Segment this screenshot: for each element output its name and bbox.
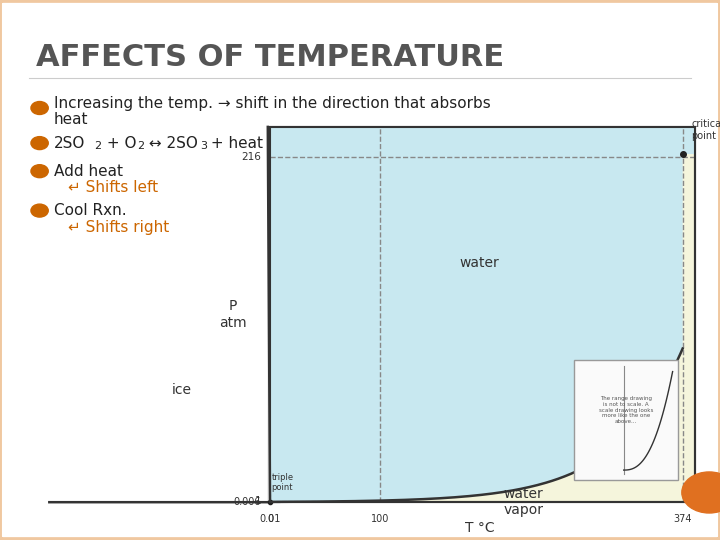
Text: + heat: + heat — [206, 136, 263, 151]
Text: + O: + O — [102, 136, 136, 151]
Text: T °C: T °C — [465, 521, 495, 535]
Text: The range drawing
is not to scale. A
scale drawing looks
more like the one
above: The range drawing is not to scale. A sca… — [598, 396, 653, 424]
Text: 100: 100 — [371, 514, 390, 524]
Text: ice: ice — [172, 383, 192, 397]
Text: 0: 0 — [267, 514, 273, 524]
Circle shape — [31, 204, 48, 217]
Bar — [270, 127, 695, 502]
Text: water
vapor: water vapor — [504, 487, 544, 517]
Text: ↵ Shifts left: ↵ Shifts left — [68, 180, 158, 195]
Circle shape — [31, 165, 48, 178]
Circle shape — [31, 137, 48, 150]
Polygon shape — [266, 127, 270, 502]
Text: ↵ Shifts right: ↵ Shifts right — [68, 220, 170, 235]
Text: 1: 1 — [255, 496, 261, 505]
Text: 2SO: 2SO — [54, 136, 86, 151]
Text: 0.01: 0.01 — [259, 514, 281, 524]
Text: heat: heat — [54, 112, 89, 127]
Text: water: water — [460, 255, 500, 269]
Text: P
atm: P atm — [219, 300, 246, 329]
Text: 0.006: 0.006 — [234, 497, 261, 507]
Bar — [574, 360, 678, 480]
Text: Add heat: Add heat — [54, 164, 123, 179]
Text: triple
point: triple point — [271, 473, 294, 492]
Text: ↔ 2SO: ↔ 2SO — [144, 136, 198, 151]
Circle shape — [682, 472, 720, 513]
Text: Increasing the temp. → shift in the direction that absorbs: Increasing the temp. → shift in the dire… — [54, 96, 491, 111]
Bar — [270, 127, 695, 502]
Text: 2: 2 — [94, 141, 102, 151]
Text: critical
point: critical point — [691, 119, 720, 140]
Text: 374: 374 — [673, 514, 692, 524]
Text: 216: 216 — [241, 152, 261, 162]
Text: 3: 3 — [200, 141, 207, 151]
Circle shape — [31, 102, 48, 114]
Text: Cool Rxn.: Cool Rxn. — [54, 203, 127, 218]
Text: 2: 2 — [137, 141, 144, 151]
Polygon shape — [270, 127, 695, 502]
Text: AFFECTS OF TEMPERATURE: AFFECTS OF TEMPERATURE — [36, 43, 504, 72]
